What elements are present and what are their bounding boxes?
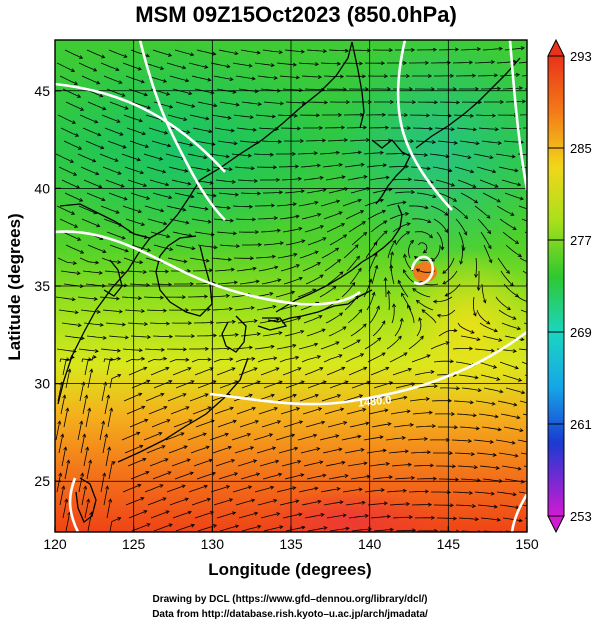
colorbar-tick-label-285: 285: [570, 141, 592, 156]
streamline: [308, 102, 327, 103]
x-tick-label-125: 125: [122, 536, 146, 552]
streamline-arrowhead: [543, 248, 546, 251]
streamline: [527, 479, 546, 483]
streamline-arrowhead: [539, 126, 542, 129]
chart-title: MSM 09Z15Oct2023 (850.0hPa): [135, 2, 457, 27]
streamline: [527, 47, 546, 50]
streamline: [526, 284, 544, 292]
streamline-arrowhead: [536, 113, 539, 116]
streamline-arrowhead: [540, 325, 543, 328]
x-tick-label-150: 150: [515, 536, 539, 552]
streamline-arrowhead: [543, 481, 546, 484]
streamline: [528, 388, 546, 394]
streamline-arrowhead: [536, 314, 539, 317]
streamline-arrowhead: [532, 302, 535, 305]
streamline-arrowhead: [534, 442, 537, 445]
colorbar-tick-label-269: 269: [570, 325, 592, 340]
streamline-arrowhead: [538, 73, 541, 76]
streamline-arrowhead: [534, 209, 537, 212]
y-tick-label-35: 35: [34, 278, 50, 294]
streamline-arrowhead: [538, 416, 541, 419]
x-tick-label-130: 130: [201, 536, 225, 552]
y-tick-label-25: 25: [34, 473, 50, 489]
colorbar-tick-label-261: 261: [570, 417, 592, 432]
streamline: [527, 336, 546, 339]
streamline-arrowhead: [537, 278, 540, 281]
colorbar-tick-label-277: 277: [570, 233, 592, 248]
streamline-arrowhead: [534, 154, 537, 157]
streamline-arrowhead: [534, 264, 537, 267]
x-tick-label-140: 140: [358, 536, 382, 552]
streamline-arrowhead: [540, 289, 543, 292]
x-tick-label-145: 145: [437, 536, 461, 552]
colorbar-tick-label-253: 253: [570, 509, 592, 524]
x-tick-label-120: 120: [43, 536, 67, 552]
y-axis-label: Latitude (degrees): [5, 213, 24, 360]
streamline-arrowhead: [537, 223, 540, 226]
streamline: [525, 518, 544, 521]
colorbar-body: [548, 56, 564, 516]
colorbar: 293 285 277 269 261 253: [548, 40, 592, 532]
streamline-arrowhead: [535, 404, 538, 407]
cool-region-northeast: [330, 30, 550, 270]
streamline-arrowhead: [537, 167, 540, 170]
streamline-arrowhead: [541, 519, 544, 522]
y-tick-label-45: 45: [34, 83, 50, 99]
streamline: [528, 531, 547, 535]
streamline-arrowhead: [537, 366, 540, 369]
streamline: [525, 87, 544, 89]
streamline: [410, 115, 429, 116]
streamline: [528, 245, 546, 251]
streamline-arrowhead: [540, 379, 543, 382]
streamline-arrowhead: [538, 506, 541, 509]
y-tick-label-30: 30: [34, 376, 50, 392]
streamline-arrowhead: [535, 493, 538, 496]
streamline: [281, 128, 300, 129]
streamline-arrowhead: [543, 194, 546, 197]
streamline: [528, 101, 547, 103]
streamline-arrowhead: [540, 468, 543, 471]
streamline-arrowhead: [543, 46, 546, 49]
streamline-arrowhead: [544, 99, 547, 102]
streamline: [527, 193, 546, 196]
streamline-arrowhead: [543, 391, 546, 394]
streamline-arrowhead: [543, 337, 546, 340]
streamline-arrowhead: [540, 236, 543, 239]
streamline-arrowhead: [540, 181, 543, 184]
streamline-arrowhead: [535, 60, 538, 63]
streamline: [526, 427, 545, 432]
streamline-arrowhead: [535, 349, 538, 352]
y-tick-label-40: 40: [34, 180, 50, 196]
streamline-arrowhead: [541, 429, 544, 432]
credit-line-2: Data from http://database.rish.kyoto–u.a…: [152, 609, 428, 620]
streamline-arrowhead: [544, 532, 547, 535]
streamline-arrowhead: [537, 455, 540, 458]
x-axis-label: Longitude (degrees): [208, 560, 371, 579]
x-tick-label-135: 135: [279, 536, 303, 552]
colorbar-tick-label-293: 293: [570, 49, 592, 64]
colorbar-top-triangle: [548, 40, 564, 56]
credit-line-1: Drawing by DCL (https://www.gfd–dennou.o…: [152, 594, 427, 605]
streamline: [343, 63, 362, 64]
streamline-arrowhead: [542, 140, 545, 143]
plot-area: 1480.0: [30, 30, 550, 550]
streamline-arrowhead: [541, 86, 544, 89]
streamline: [525, 232, 543, 238]
colorbar-bottom-triangle: [548, 516, 564, 532]
streamline: [525, 375, 543, 381]
streamline: [325, 128, 344, 129]
streamline: [440, 102, 459, 103]
